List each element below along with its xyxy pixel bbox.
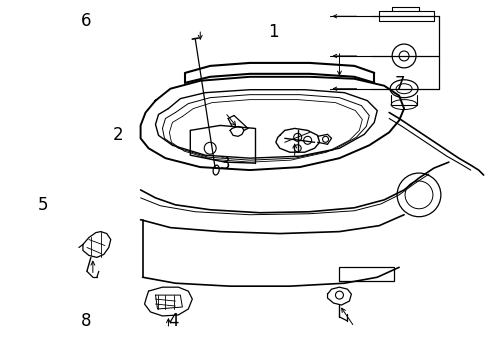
Bar <box>339 267 393 281</box>
Text: 5: 5 <box>38 196 48 214</box>
Text: 2: 2 <box>113 126 123 144</box>
Text: 1: 1 <box>268 23 279 41</box>
Text: 8: 8 <box>81 312 92 330</box>
Text: 4: 4 <box>168 312 179 330</box>
Text: 7: 7 <box>394 75 405 93</box>
Text: 6: 6 <box>81 12 92 30</box>
Text: 3: 3 <box>219 155 230 173</box>
